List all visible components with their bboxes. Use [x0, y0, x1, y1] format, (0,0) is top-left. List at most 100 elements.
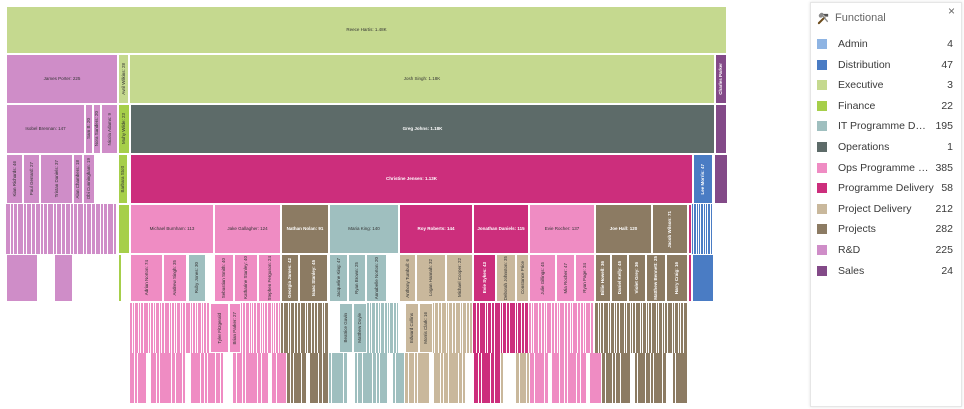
- treemap-leaf[interactable]: [201, 353, 205, 403]
- treemap-leaf[interactable]: [441, 353, 444, 403]
- treemap-node[interactable]: Lee Morris: 47: [693, 154, 713, 204]
- treemap-node[interactable]: Harry Craig: 16: [666, 254, 688, 302]
- treemap-leaf[interactable]: [261, 303, 263, 353]
- treemap-node[interactable]: [688, 254, 692, 302]
- treemap-leaf[interactable]: [388, 303, 390, 353]
- treemap-leaf[interactable]: [348, 353, 355, 403]
- treemap-leaf[interactable]: [108, 204, 114, 254]
- treemap-node[interactable]: Andrew Singh: 35: [163, 254, 187, 302]
- treemap-leaf[interactable]: [565, 353, 568, 403]
- treemap-leaf[interactable]: [156, 303, 160, 353]
- treemap-leaf[interactable]: [92, 204, 96, 254]
- treemap-leaf[interactable]: [461, 303, 463, 353]
- treemap-node[interactable]: Maria King: 140: [329, 204, 399, 254]
- treemap-node[interactable]: [118, 204, 130, 254]
- treemap-leaf[interactable]: [277, 353, 287, 403]
- treemap-leaf[interactable]: [71, 204, 74, 254]
- treemap-node[interactable]: Tristan Daniels: 37: [40, 154, 73, 204]
- treemap-leaf[interactable]: [379, 303, 381, 353]
- treemap-leaf[interactable]: [439, 303, 442, 353]
- treemap-leaf[interactable]: [652, 303, 657, 353]
- treemap-leaf[interactable]: [154, 303, 156, 353]
- treemap-leaf[interactable]: [527, 353, 530, 403]
- treemap-leaf[interactable]: [649, 303, 652, 353]
- treemap-leaf[interactable]: [568, 353, 577, 403]
- treemap-leaf[interactable]: [488, 303, 492, 353]
- treemap-leaf[interactable]: [396, 353, 405, 403]
- treemap-leaf[interactable]: [415, 353, 418, 403]
- treemap-leaf[interactable]: [444, 353, 449, 403]
- treemap-leaf[interactable]: [539, 303, 542, 353]
- treemap-node[interactable]: Logan Hannah: 32: [416, 254, 446, 302]
- treemap-leaf[interactable]: [584, 303, 586, 353]
- treemap-leaf[interactable]: [663, 303, 665, 353]
- treemap-leaf[interactable]: [486, 303, 488, 353]
- treemap-node[interactable]: Beatrice Gavin: [339, 303, 353, 353]
- treemap-leaf[interactable]: [393, 353, 396, 403]
- treemap-leaf[interactable]: [616, 353, 621, 403]
- treemap-leaf[interactable]: [325, 303, 329, 353]
- treemap-leaf[interactable]: [344, 353, 348, 403]
- legend-item[interactable]: Projects 282: [817, 222, 953, 236]
- treemap-leaf[interactable]: [376, 303, 379, 353]
- treemap-leaf[interactable]: [262, 353, 269, 403]
- treemap-leaf[interactable]: [241, 303, 243, 353]
- treemap-leaf[interactable]: [250, 303, 252, 353]
- legend-item[interactable]: Project Delivery 212: [817, 202, 953, 216]
- treemap-leaf[interactable]: [560, 303, 565, 353]
- treemap-leaf[interactable]: [635, 353, 638, 403]
- treemap-leaf[interactable]: [183, 353, 186, 403]
- treemap-leaf[interactable]: [205, 353, 208, 403]
- treemap-leaf[interactable]: [281, 303, 284, 353]
- treemap-leaf[interactable]: [675, 303, 679, 353]
- treemap-leaf[interactable]: [602, 353, 606, 403]
- treemap-node[interactable]: Paul Gerrard: 27: [23, 154, 40, 204]
- treemap-leaf[interactable]: [474, 353, 479, 403]
- treemap-leaf[interactable]: [617, 303, 620, 353]
- treemap-leaf[interactable]: [434, 353, 441, 403]
- treemap-node[interactable]: Daniel Kelly: 45: [611, 254, 628, 302]
- treemap-leaf[interactable]: [175, 303, 177, 353]
- treemap-leaf[interactable]: [388, 353, 393, 403]
- treemap-leaf[interactable]: [631, 353, 635, 403]
- treemap-node[interactable]: Edward Collins: [405, 303, 419, 353]
- org-treemap[interactable]: Reece Hartis: 1.48K James Porter: 225 Avri…: [0, 0, 800, 409]
- treemap-leaf[interactable]: [284, 303, 289, 353]
- treemap-leaf[interactable]: [620, 303, 625, 353]
- treemap-node[interactable]: Greg Johns: 1.18K: [130, 104, 715, 154]
- treemap-leaf[interactable]: [204, 303, 207, 353]
- treemap-leaf[interactable]: [708, 204, 711, 254]
- treemap-leaf[interactable]: [372, 303, 376, 353]
- treemap-leaf[interactable]: [196, 303, 198, 353]
- treemap-leaf[interactable]: [697, 204, 699, 254]
- treemap-leaf[interactable]: [27, 204, 32, 254]
- treemap-leaf[interactable]: [186, 303, 191, 353]
- treemap-leaf[interactable]: [151, 353, 157, 403]
- treemap-leaf[interactable]: [599, 303, 601, 353]
- treemap-leaf[interactable]: [101, 204, 104, 254]
- treemap-leaf[interactable]: [329, 353, 332, 403]
- treemap-leaf[interactable]: [534, 303, 539, 353]
- treemap-leaf[interactable]: [418, 353, 430, 403]
- legend-item[interactable]: Sales 24: [817, 264, 953, 278]
- treemap-leaf[interactable]: [545, 303, 547, 353]
- treemap-leaf[interactable]: [18, 204, 24, 254]
- treemap-leaf[interactable]: [355, 353, 358, 403]
- treemap-leaf[interactable]: [529, 303, 532, 353]
- treemap-leaf[interactable]: [587, 353, 590, 403]
- treemap-leaf[interactable]: [172, 303, 175, 353]
- treemap-leaf[interactable]: [495, 353, 501, 403]
- treemap-leaf[interactable]: [479, 353, 482, 403]
- treemap-leaf[interactable]: [530, 353, 535, 403]
- treemap-node[interactable]: Brian Parker: 27: [229, 303, 241, 353]
- treemap-leaf[interactable]: [268, 303, 272, 353]
- treemap-leaf[interactable]: [381, 303, 385, 353]
- treemap-leaf[interactable]: [162, 303, 165, 353]
- treemap-leaf[interactable]: [609, 303, 611, 353]
- treemap-leaf[interactable]: [130, 303, 133, 353]
- treemap-leaf[interactable]: [647, 303, 649, 353]
- legend-item[interactable]: R&D 225: [817, 243, 953, 257]
- treemap-leaf[interactable]: [668, 303, 673, 353]
- treemap-leaf[interactable]: [547, 303, 552, 353]
- treemap-leaf[interactable]: [467, 303, 470, 353]
